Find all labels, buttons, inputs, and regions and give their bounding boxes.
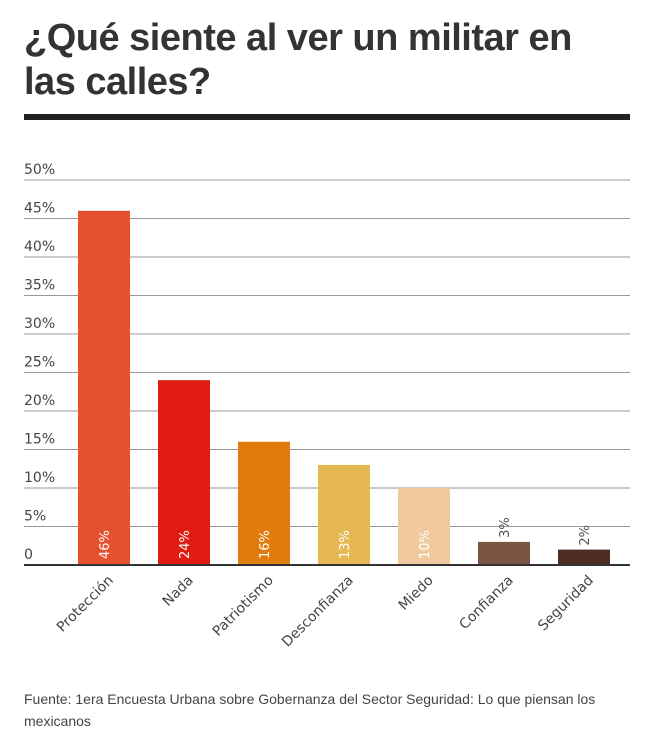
y-tick-label: 35%: [24, 278, 55, 294]
data-label: 24%: [178, 530, 193, 559]
bar: [558, 549, 610, 565]
y-tick-label: 10%: [24, 470, 55, 486]
y-tick-label: 30%: [24, 316, 55, 332]
data-label: 10%: [418, 530, 433, 559]
bar: [318, 464, 370, 565]
y-tick-label: 20%: [24, 393, 55, 409]
data-label: 46%: [98, 530, 113, 559]
title-divider: [24, 114, 630, 120]
y-tick-label: 45%: [24, 201, 55, 217]
category-label: Protección: [54, 573, 117, 636]
data-label: 16%: [258, 530, 273, 559]
y-tick-label: 15%: [24, 432, 55, 448]
bar: [238, 441, 290, 565]
chart-title: ¿Qué siente al ver un militar en las cal…: [24, 17, 572, 103]
y-tick-label: 40%: [24, 239, 55, 255]
bar: [478, 541, 530, 565]
category-label: Miedo: [396, 573, 437, 614]
y-tick-label: 25%: [24, 355, 55, 371]
bar: [158, 380, 210, 565]
bar: [398, 488, 450, 565]
category-label: Desconfianza: [279, 573, 357, 651]
category-label: Nada: [160, 573, 197, 610]
data-label: 3%: [498, 517, 513, 538]
y-tick-label: 0: [24, 547, 33, 563]
source-note: Fuente: 1era Encuesta Urbana sobre Gober…: [24, 691, 596, 729]
category-label: Seguridad: [535, 573, 597, 635]
y-tick-label: 50%: [24, 162, 55, 178]
bar: [78, 210, 130, 566]
category-label: Patriotismo: [210, 573, 277, 640]
data-label: 13%: [338, 530, 353, 559]
category-label: Confianza: [456, 573, 516, 633]
data-label: 2%: [578, 525, 593, 546]
bar-chart: 0 5% 10% 15% 20% 25% 30% 35% 40% 45% 50% 46% Protecc…: [24, 162, 630, 651]
y-tick-label: 5%: [24, 509, 46, 525]
